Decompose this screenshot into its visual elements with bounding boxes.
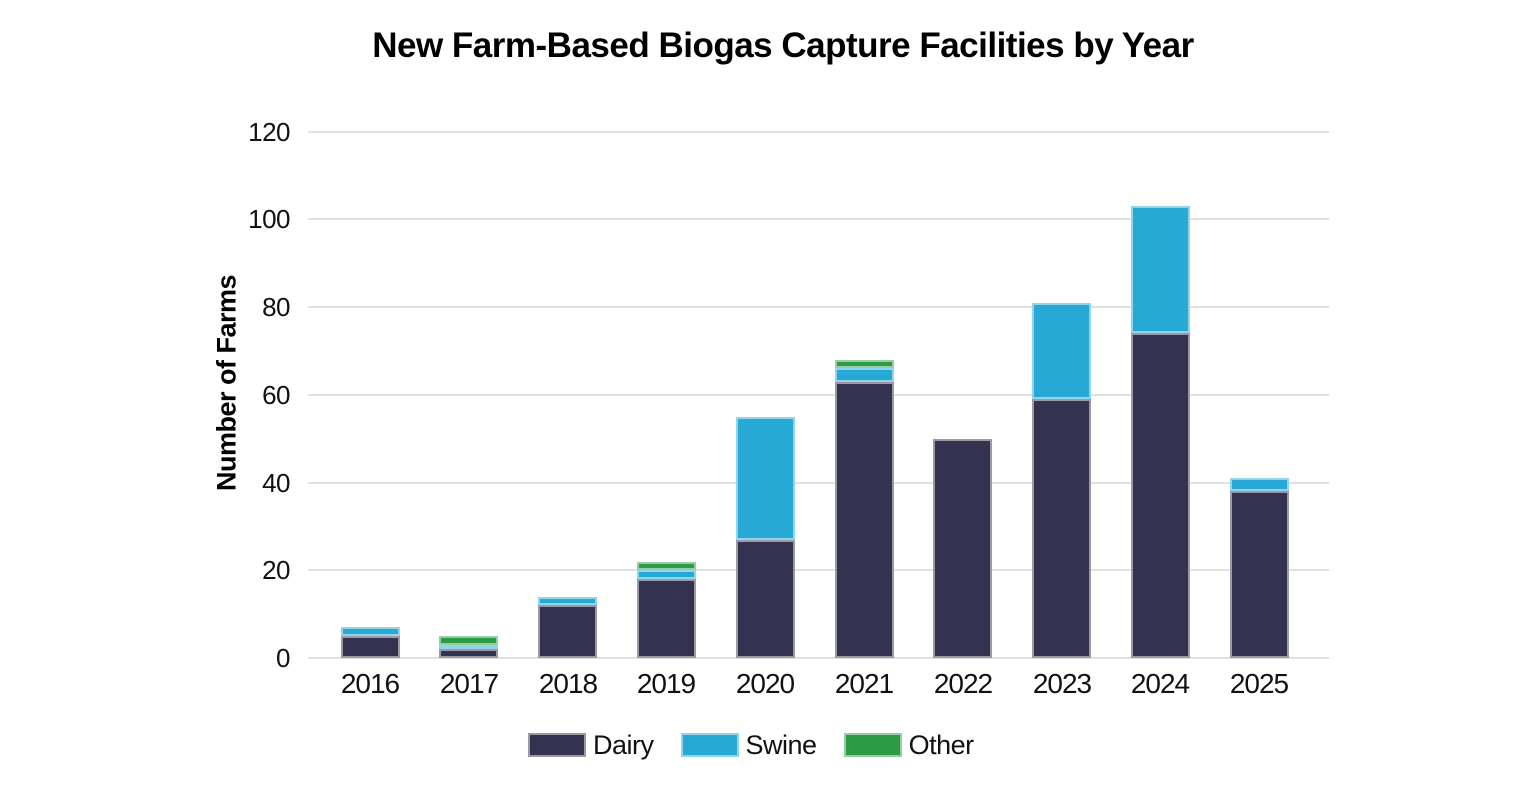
bar-segment-dairy-2021 [835, 381, 894, 658]
bar-segment-dairy-2024 [1131, 333, 1190, 658]
bar-segment-swine-2017 [439, 644, 498, 650]
bar-segment-dairy-2025 [1230, 491, 1289, 658]
bar-segment-swine-2023 [1032, 302, 1091, 400]
x-tick-label-2017: 2017 [439, 668, 499, 699]
bar-segment-other-2019 [637, 561, 696, 571]
legend-item-dairy: Dairy [528, 731, 654, 759]
bar-segment-dairy-2020 [736, 539, 795, 658]
y-tick-label-80: 80 [262, 292, 290, 322]
x-tick-label-2021: 2021 [834, 668, 894, 699]
bar-segment-dairy-2023 [1032, 399, 1091, 658]
bar-segment-other-2021 [835, 359, 894, 369]
gridline-0 [308, 657, 1329, 659]
x-tick-label-2025: 2025 [1229, 668, 1289, 699]
y-tick-label-60: 60 [262, 380, 290, 410]
bar-segment-dairy-2018 [538, 605, 597, 659]
gridline-80 [308, 306, 1329, 308]
bar-segment-swine-2025 [1230, 478, 1289, 492]
x-tick-label-2020: 2020 [735, 668, 795, 699]
bar-segment-other-2017 [439, 636, 498, 645]
bar-segment-dairy-2017 [439, 649, 498, 658]
gridline-60 [308, 394, 1329, 396]
y-tick-label-0: 0 [276, 643, 290, 673]
x-tick-label-2018: 2018 [538, 668, 598, 699]
y-tick-label-40: 40 [262, 468, 290, 498]
x-tick-label-2019: 2019 [636, 668, 696, 699]
bar-segment-dairy-2016 [341, 636, 400, 658]
legend-label-dairy: Dairy [593, 730, 654, 760]
gridline-20 [308, 569, 1329, 571]
legend-swatch-dairy [528, 733, 586, 757]
legend-label-other: Other [908, 730, 975, 760]
legend-swatch-swine [680, 733, 739, 757]
bar-segment-swine-2019 [637, 570, 696, 580]
gridline-40 [308, 482, 1329, 484]
legend-swatch-other [843, 733, 902, 757]
gridline-120 [308, 131, 1329, 133]
bar-segment-swine-2020 [736, 416, 795, 540]
legend-item-swine: Swine [680, 730, 818, 760]
bar-segment-dairy-2019 [637, 579, 696, 658]
x-tick-label-2023: 2023 [1032, 668, 1092, 699]
bar-segment-swine-2021 [835, 368, 894, 382]
x-tick-label-2022: 2022 [933, 668, 993, 699]
chart-title: New Farm-Based Biogas Capture Facilities… [372, 26, 1194, 65]
x-tick-label-2024: 2024 [1130, 668, 1190, 699]
legend-label-swine: Swine [745, 730, 818, 760]
y-tick-label-100: 100 [248, 204, 290, 234]
bar-segment-dairy-2022 [933, 438, 992, 658]
y-tick-label-20: 20 [262, 555, 290, 585]
legend-item-other: Other [843, 730, 975, 760]
bar-segment-swine-2024 [1131, 206, 1190, 334]
bar-segment-swine-2018 [538, 596, 597, 606]
x-tick-label-2016: 2016 [340, 668, 400, 699]
y-tick-label-120: 120 [248, 117, 290, 147]
legend: Dairy Swine Other [528, 731, 974, 759]
gridline-100 [308, 218, 1329, 220]
bar-segment-swine-2016 [341, 627, 400, 637]
